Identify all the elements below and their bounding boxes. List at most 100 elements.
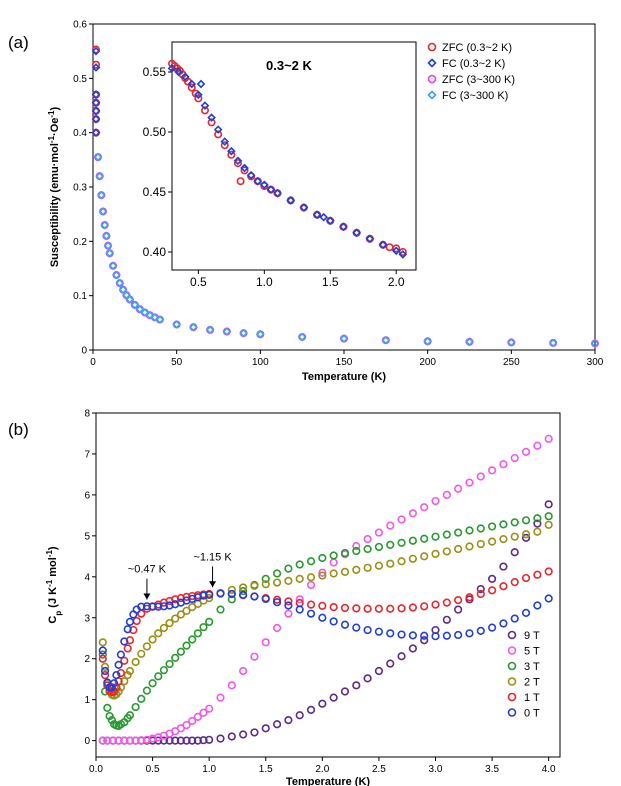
data-point: [122, 290, 131, 300]
x-tick-label: 250: [503, 357, 520, 368]
data-point: [125, 666, 135, 676]
legend-marker: [427, 58, 437, 68]
data-point: [352, 546, 361, 556]
data-point: [140, 308, 150, 317]
data-point: [154, 672, 163, 681]
data-point: [284, 716, 293, 725]
data-point: [131, 657, 140, 667]
data-point: [193, 629, 202, 638]
data-point: [318, 699, 327, 708]
data-point: [386, 659, 395, 668]
legend-label: FC (0.3~2 K): [442, 58, 505, 70]
data-point: [98, 736, 107, 745]
legend-marker: [507, 677, 517, 686]
data-point: [374, 528, 384, 537]
data-point: [352, 604, 361, 613]
inset-title: 0.3~2 K: [266, 58, 313, 73]
data-point: [423, 336, 432, 346]
data-point: [250, 592, 259, 601]
data-point: [318, 553, 327, 563]
x-tick-label: 0.0: [89, 764, 103, 775]
data-point: [239, 730, 248, 739]
data-point: [284, 609, 293, 618]
data-point: [110, 687, 119, 696]
data-point: [107, 716, 116, 725]
data-point: [363, 544, 372, 554]
data-point: [431, 549, 440, 558]
inset-data-point: [233, 159, 242, 168]
y-tick-label: 2: [84, 654, 90, 665]
data-point: [533, 519, 542, 528]
data-point: [120, 656, 129, 665]
data-point: [465, 526, 474, 535]
inset-data-point: [299, 203, 309, 212]
inset-data-point: [391, 246, 401, 256]
inset-data-point: [325, 216, 335, 226]
inset-data-point: [213, 125, 223, 134]
data-point: [420, 636, 429, 645]
data-point: [487, 623, 497, 632]
inset-data-point: [180, 72, 190, 82]
data-point: [420, 534, 429, 543]
data-point: [239, 590, 248, 599]
data-point: [284, 601, 293, 610]
inset-data-point: [194, 94, 203, 103]
y-tick-label: 1: [84, 695, 90, 706]
data-point: [272, 578, 282, 587]
data-point: [108, 736, 118, 745]
data-point: [130, 300, 140, 310]
data-point: [295, 605, 304, 614]
data-point: [329, 693, 338, 702]
y-tick-label: 0.5: [73, 74, 87, 85]
data-point: [454, 605, 463, 614]
data-point: [159, 602, 169, 611]
data-point: [510, 532, 519, 541]
data-point: [386, 629, 395, 638]
inset-data-point: [174, 67, 183, 77]
data-point: [272, 569, 282, 578]
inset-data-point: [233, 156, 243, 166]
data-point: [205, 325, 215, 335]
data-point: [176, 736, 185, 745]
data-point: [431, 632, 440, 641]
data-point: [340, 603, 350, 613]
data-point: [199, 736, 208, 745]
data-point: [386, 521, 395, 530]
data-point: [340, 567, 350, 576]
data-point: [408, 509, 417, 518]
data-point: [148, 679, 157, 688]
inset-x-tick-label: 0.5: [190, 275, 207, 289]
data-point: [318, 613, 327, 622]
data-point: [227, 589, 236, 599]
legend-marker: [507, 661, 517, 671]
y-tick-label: 0.3: [73, 183, 87, 194]
data-point: [142, 686, 152, 695]
data-point: [465, 629, 474, 638]
data-point: [295, 595, 304, 604]
data-point: [499, 460, 508, 469]
data-point: [100, 670, 110, 680]
data-point: [487, 537, 497, 546]
inset-data-point: [207, 118, 216, 127]
legend-label: 3 T: [524, 661, 540, 673]
y-tick-label: 0: [81, 346, 87, 357]
data-point: [363, 674, 372, 683]
data-point: [142, 642, 152, 651]
data-point: [306, 573, 316, 582]
data-point: [125, 711, 135, 720]
panel-label: (a): [8, 33, 29, 52]
data-point: [408, 603, 417, 612]
data-point: [431, 532, 440, 541]
data-point: [306, 580, 316, 590]
data-point: [487, 574, 497, 583]
data-point: [442, 598, 451, 607]
data-point: [442, 547, 451, 556]
data-point: [137, 602, 146, 611]
data-point: [510, 548, 519, 557]
data-point: [590, 339, 600, 348]
data-point: [193, 712, 202, 721]
data-point: [205, 590, 214, 599]
data-point: [374, 542, 384, 552]
data-point: [205, 617, 214, 626]
data-point: [250, 581, 259, 590]
